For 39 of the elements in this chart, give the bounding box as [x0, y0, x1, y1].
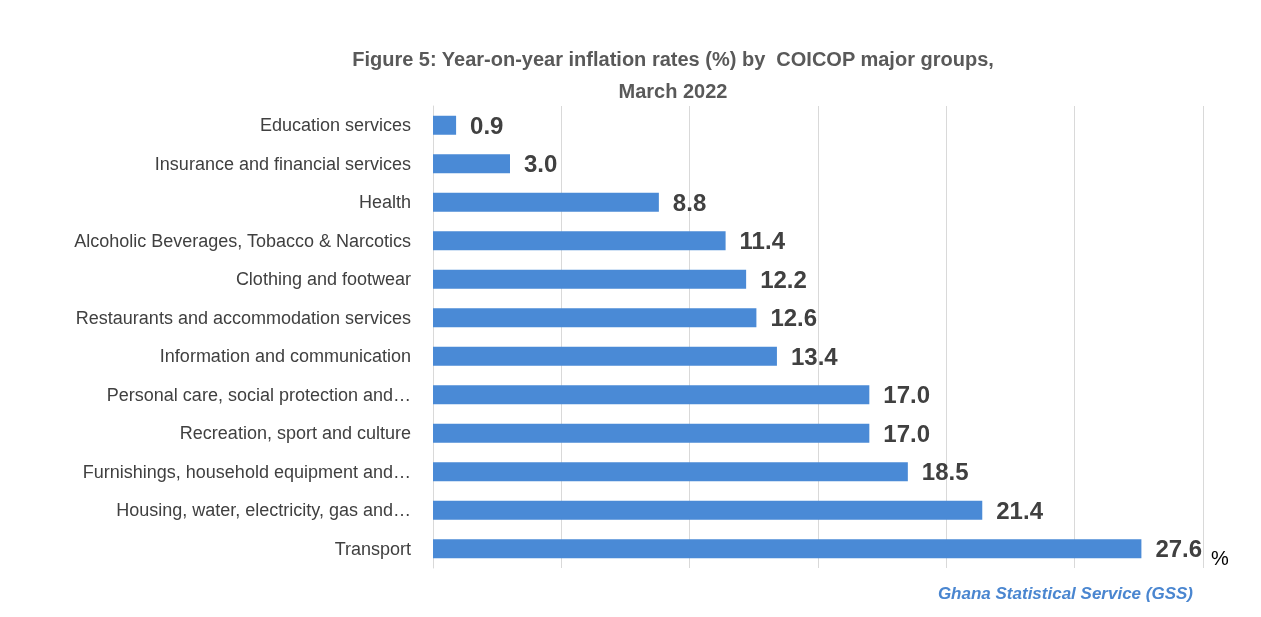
data-label: 17.0	[883, 419, 931, 447]
data-label: 12.2	[760, 265, 807, 293]
data-label: 17.0	[883, 381, 931, 409]
data-label: 3.0	[524, 150, 558, 178]
text: Ghana Statistical Service (GSS)	[937, 584, 1194, 603]
y-tick-label: Education services	[259, 115, 411, 136]
y-tick-label: Alcoholic Beverages, Tobacco & Narcotics	[74, 230, 411, 251]
data-label: 12.6	[770, 304, 818, 332]
bar	[433, 231, 726, 251]
bar	[433, 269, 747, 289]
bar	[433, 115, 457, 135]
chart-title: Figure 5: Year-on-year inflation rates (%) by COICOP major groups, March 2022	[352, 48, 994, 102]
y-tick-label: Furnishings, household equipment and…	[82, 461, 411, 482]
x-axis-title: %	[1211, 547, 1229, 569]
y-tick-label: Information and communication	[159, 346, 411, 367]
data-label: 11.4	[739, 227, 786, 255]
y-tick-label: Health	[358, 192, 411, 213]
bar	[433, 154, 510, 174]
bar	[433, 423, 870, 443]
data-label: 0.9	[470, 111, 504, 139]
bar	[433, 462, 908, 482]
y-tick-label: Transport	[334, 538, 411, 559]
y-tick-label: Personal care, social protection and…	[106, 384, 411, 405]
y-tick-label: Clothing and footwear	[235, 269, 411, 290]
data-label: 13.4	[790, 342, 839, 370]
bar	[433, 539, 1142, 559]
y-tick-label: Restaurants and accommodation services	[75, 307, 411, 328]
y-tick-label: Insurance and financial services	[154, 153, 411, 174]
bar	[433, 385, 870, 405]
bar	[433, 308, 757, 328]
y-tick-label: Housing, water, electricity, gas and…	[116, 500, 411, 521]
bar	[433, 500, 983, 520]
y-tick-label: Recreation, sport and culture	[179, 423, 411, 444]
data-label: 18.5	[921, 458, 969, 486]
data-label: 27.6	[1155, 535, 1203, 563]
bar	[433, 192, 659, 212]
bar	[433, 346, 777, 366]
data-label: 8.8	[672, 188, 707, 216]
data-label: 21.4	[996, 496, 1044, 524]
